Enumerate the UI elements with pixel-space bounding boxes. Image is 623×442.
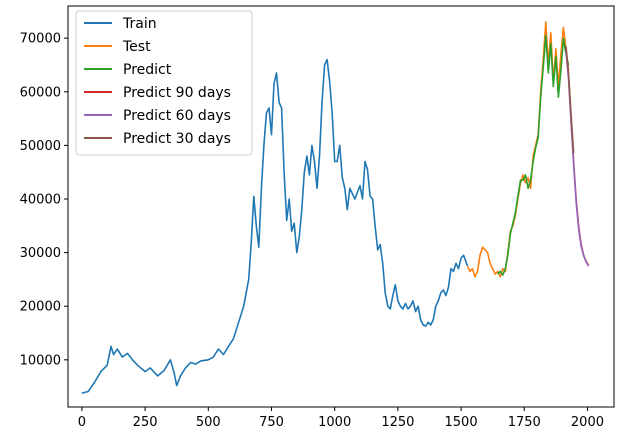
y-tick-label: 30000 xyxy=(20,246,61,261)
x-tick-label: 500 xyxy=(196,415,221,430)
y-tick-label: 60000 xyxy=(20,85,61,100)
y-tick-label: 40000 xyxy=(20,192,61,207)
legend-label: Train xyxy=(122,16,157,32)
x-tick-label: 0 xyxy=(78,415,86,430)
x-tick-label: 250 xyxy=(133,415,158,430)
series-layer xyxy=(81,21,590,394)
y-tick-label: 10000 xyxy=(20,353,61,368)
x-tick-label: 1750 xyxy=(508,415,541,430)
y-tick-label: 20000 xyxy=(20,300,61,315)
series-line-1 xyxy=(466,21,570,278)
x-tick-label: 750 xyxy=(259,415,284,430)
x-tick-label: 1500 xyxy=(445,415,478,430)
legend-box xyxy=(75,10,253,156)
legend-label: Predict 30 days xyxy=(123,131,231,147)
legend-label: Predict 90 days xyxy=(123,85,231,101)
legend-label: Predict 60 days xyxy=(123,108,231,124)
series-line-2 xyxy=(497,34,570,276)
series-line-0 xyxy=(81,58,469,394)
series-line-5 xyxy=(565,46,575,154)
x-tick-label: 1000 xyxy=(318,415,351,430)
legend-label: Predict xyxy=(123,62,172,78)
legend-label: Test xyxy=(122,39,151,55)
y-tick-label: 50000 xyxy=(20,139,61,154)
y-axis: 10000 20000 30000 40000 50000 60000 70000 xyxy=(20,32,68,368)
y-tick-label: 70000 xyxy=(20,32,61,47)
x-axis: 0 250 500 750 1000 1250 1500 1750 2000 xyxy=(78,407,604,430)
x-tick-label: 1250 xyxy=(381,415,414,430)
plot-frame xyxy=(67,5,615,408)
legend: Train Test Predict Predict 90 days Predict 6… xyxy=(75,10,253,156)
x-tick-label: 2000 xyxy=(571,415,604,430)
